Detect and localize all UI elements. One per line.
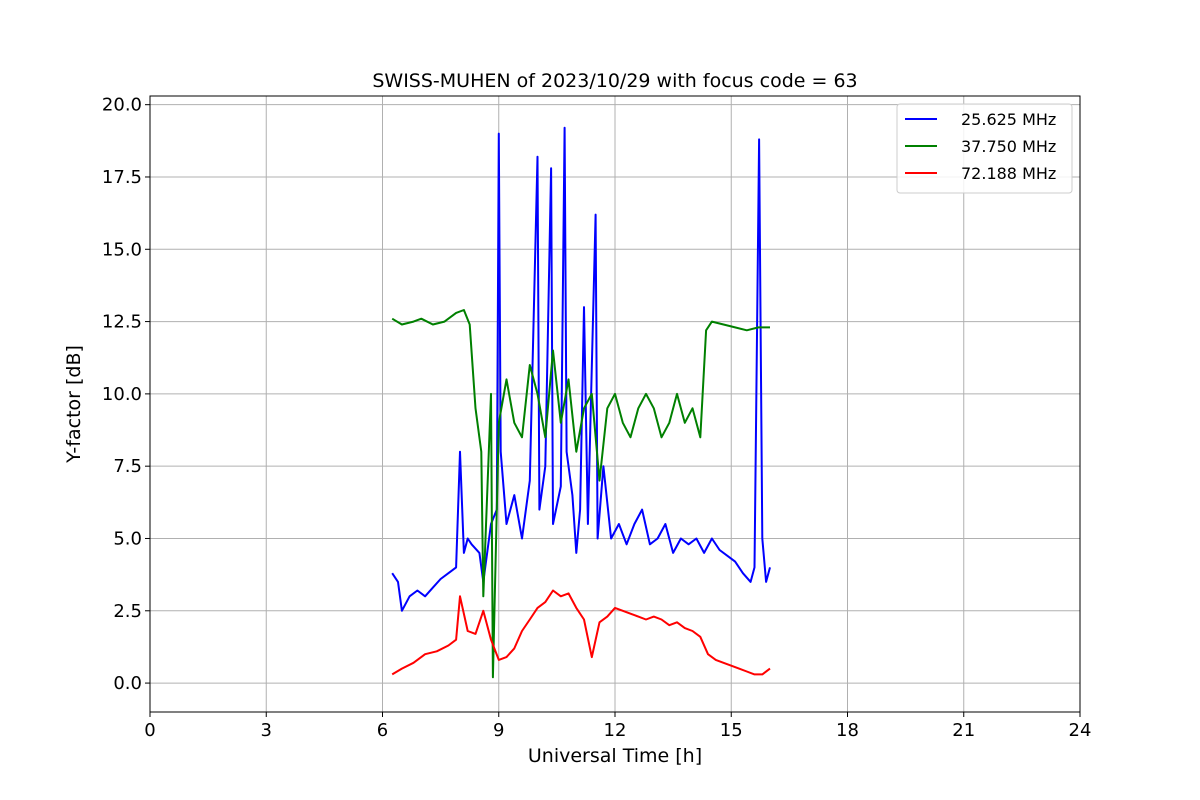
y-tick-label: 17.5 bbox=[102, 167, 142, 188]
y-tick-label: 12.5 bbox=[102, 312, 142, 333]
x-tick-label: 18 bbox=[836, 720, 859, 741]
y-tick-label: 0.0 bbox=[113, 673, 142, 694]
x-tick-label: 6 bbox=[377, 720, 388, 741]
axis-ticks: 0 3 6 9 12 15 18 21 24 0.0 2.5 5.0 7.5 10.0 12.5 15.0 17… bbox=[102, 95, 1092, 741]
x-tick-label: 21 bbox=[952, 720, 975, 741]
legend-box bbox=[896, 103, 1073, 194]
x-tick-label: 15 bbox=[720, 720, 743, 741]
y-tick-label: 20.0 bbox=[102, 95, 142, 116]
series-line-3 bbox=[391, 589, 771, 676]
legend-label: 72.188 MHz bbox=[961, 164, 1056, 183]
chart-title: SWISS-MUHEN of 2023/10/29 with focus cod… bbox=[372, 70, 857, 92]
y-tick-label: 5.0 bbox=[113, 528, 142, 549]
legend: 25.625 MHz 37.750 MHz 72.188 MHz bbox=[896, 103, 1073, 194]
series-group bbox=[391, 126, 771, 679]
series-line-1 bbox=[391, 126, 771, 612]
x-axis-label: Universal Time [h] bbox=[528, 745, 702, 767]
y-tick-label: 10.0 bbox=[102, 384, 142, 405]
x-tick-label: 12 bbox=[604, 720, 627, 741]
x-tick-label: 24 bbox=[1069, 720, 1092, 741]
x-tick-label: 3 bbox=[261, 720, 272, 741]
x-tick-label: 9 bbox=[493, 720, 504, 741]
legend-label: 37.750 MHz bbox=[961, 137, 1056, 156]
y-axis-label: Y-factor [dB] bbox=[63, 345, 85, 464]
y-tick-label: 7.5 bbox=[113, 456, 142, 477]
y-tick-label: 15.0 bbox=[102, 239, 142, 260]
legend-label: 25.625 MHz bbox=[961, 110, 1056, 129]
y-tick-label: 2.5 bbox=[113, 601, 142, 622]
series-line-2 bbox=[391, 309, 770, 679]
x-tick-label: 0 bbox=[144, 720, 155, 741]
